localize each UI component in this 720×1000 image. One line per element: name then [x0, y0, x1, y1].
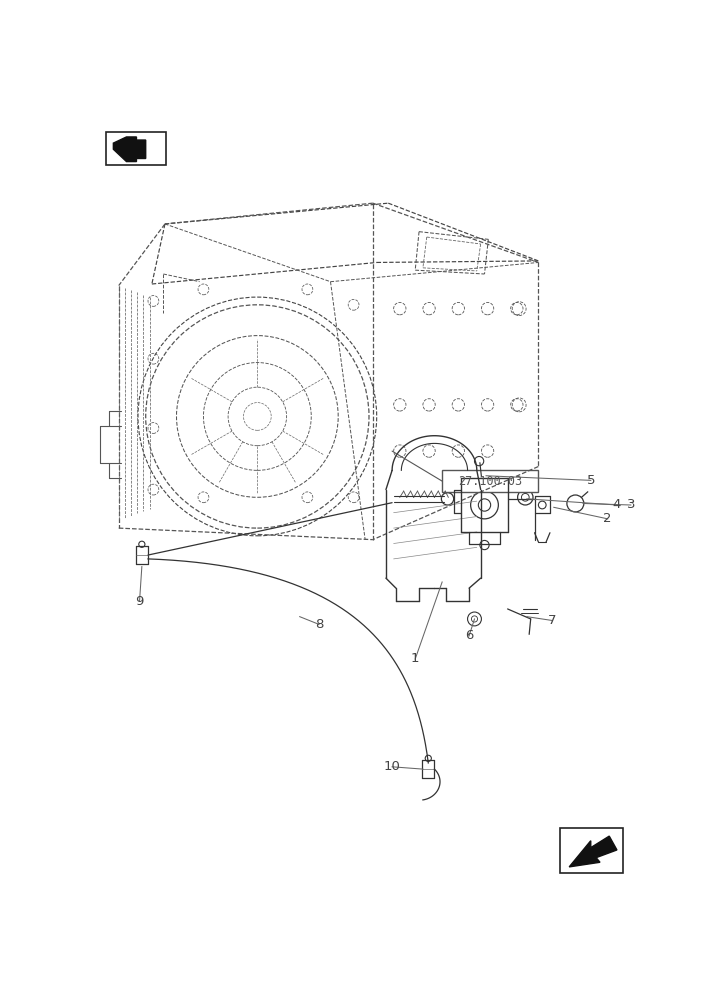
Text: 7: 7	[548, 614, 557, 627]
FancyBboxPatch shape	[106, 132, 166, 165]
Text: 9: 9	[135, 595, 144, 608]
FancyBboxPatch shape	[560, 828, 623, 873]
Text: 4: 4	[613, 498, 621, 512]
Polygon shape	[570, 836, 617, 867]
Text: 27.100.03: 27.100.03	[458, 475, 522, 488]
Text: 1: 1	[411, 652, 420, 666]
Text: 2: 2	[603, 512, 612, 525]
Text: 3: 3	[626, 498, 635, 512]
Text: 5: 5	[587, 474, 595, 487]
Polygon shape	[113, 137, 145, 162]
FancyBboxPatch shape	[442, 470, 539, 492]
Text: 10: 10	[384, 760, 400, 773]
Text: 8: 8	[315, 618, 323, 631]
Text: 6: 6	[465, 629, 473, 642]
